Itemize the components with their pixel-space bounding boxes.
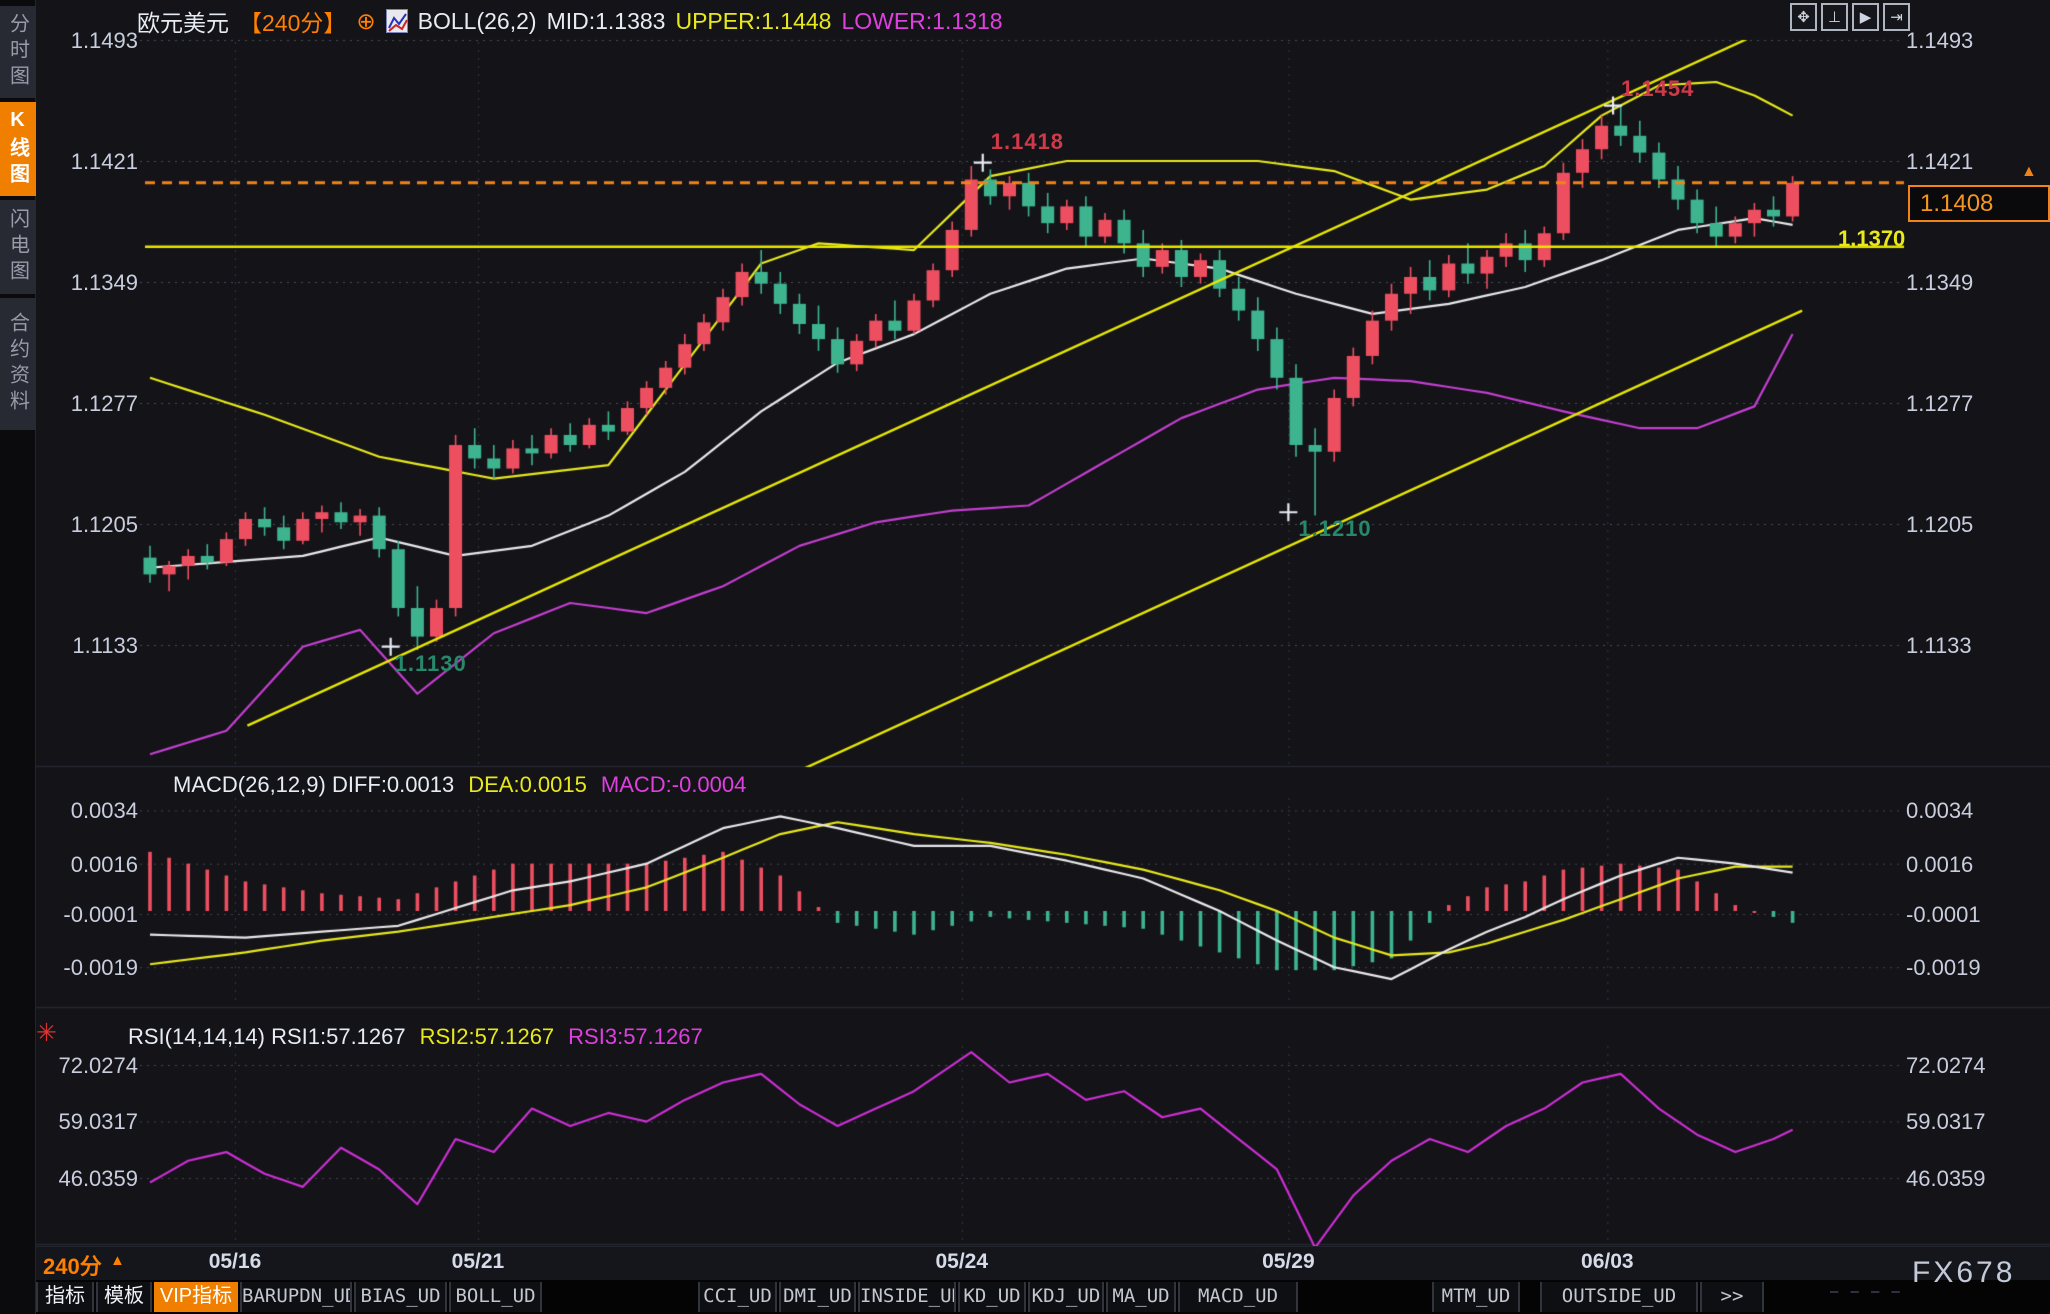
price-axis-label-right-3: 1.1277 (1906, 391, 1974, 416)
rsi-axis-label-left-0: 72.0274 (58, 1053, 138, 1078)
price-axis-label-left-5: 1.1133 (72, 633, 138, 658)
circle-plus-icon[interactable]: ⊕ (356, 7, 376, 34)
boll-label: BOLL(26,2) (417, 7, 537, 34)
price-axis-label-right-1: 1.1421 (1906, 149, 1974, 174)
bottom-tab-MACDUD[interactable]: MACD_UD (1178, 1282, 1298, 1312)
rsi1-label: RSI(14,14,14) RSI1:57.1267 (128, 1024, 406, 1049)
bottom-tab-INSIDEUD[interactable]: INSIDE_UD (858, 1282, 956, 1312)
rsi2-label: RSI2:57.1267 (419, 1024, 555, 1049)
detach-window-icon[interactable]: ⇥ (1883, 3, 1910, 31)
bottom-tab-VIP[interactable]: VIP指标 (154, 1282, 238, 1312)
date-axis-row (36, 1246, 2050, 1280)
interval-up-arrow-icon[interactable]: ▲ (110, 1252, 125, 1269)
rsi-axis-label-left-2: 46.0359 (58, 1165, 138, 1191)
price-axis-label-left-2: 1.1349 (70, 270, 138, 295)
price-annotation-1.1418: 1.1418 (990, 128, 1065, 154)
sidebar-item-1[interactable]: 分时图 (0, 6, 36, 98)
price-annotation-1.1210: 1.1210 (1298, 516, 1372, 542)
macd-axis-label-right-0: 0.0034 (1906, 798, 1974, 824)
macd-axis-label-right-2: -0.0001 (1906, 901, 1981, 927)
dash-decoration: – – – – (1830, 1283, 1904, 1300)
axis-play-icon[interactable]: ▶ (1852, 3, 1879, 31)
rsi-marker-icon[interactable]: ✳ (36, 1019, 57, 1047)
macd-axis-label-left-3: -0.0019 (63, 955, 138, 981)
interval-badge[interactable]: 【240分】 (239, 10, 347, 36)
indicator-tab-bar: 指标 模板 VIP指标 BARUPDN_UD BIAS_UD BOLL_UD CCI_UD D… (36, 1280, 2050, 1314)
bottom-tab-MTMUD[interactable]: MTM_UD (1432, 1282, 1520, 1312)
chart-header: 欧元美元 【240分】 ⊕ BOLL(26,2) MID:1.1383 UPPE… (137, 6, 1003, 37)
macd-pane-header: MACD(26,12,9) DIFF:0.0013 DEA:0.0015 MAC… (173, 772, 746, 798)
rsi-axis-label-right-1: 59.0317 (1906, 1109, 1986, 1135)
current-price-box: 1.1408 (1908, 185, 2050, 222)
bottom-tab-KDUD[interactable]: KD_UD (958, 1282, 1026, 1312)
x-axis-date-05-24: 05/24 (935, 1250, 989, 1273)
bottom-tab-OUTSIDEUD[interactable]: OUTSIDE_UD (1540, 1282, 1698, 1312)
macd-axis-label-left-2: -0.0001 (63, 901, 138, 927)
rsi-axis-label-left-1: 59.0317 (58, 1109, 138, 1135)
boll-mid-value: MID:1.1383 (546, 7, 666, 34)
price-up-arrow-icon: ▲ (2021, 163, 2037, 180)
left-sidebar: 分时图 K线图闪电图合约资料 (0, 0, 36, 1314)
rsi-axis-label-right-0: 72.0274 (1906, 1053, 1986, 1078)
price-axis-label-left-1: 1.1421 (70, 149, 138, 174)
price-axis-label-right-4: 1.1205 (1906, 512, 1974, 537)
boll-upper-value: UPPER:1.1448 (675, 7, 832, 34)
bottom-tab->>[interactable]: >> (1700, 1282, 1764, 1312)
sidebar-item-4[interactable]: 合约资料 (0, 298, 36, 430)
x-axis-date-05-16: 05/16 (208, 1250, 262, 1273)
horizontal-line-price-label: 1.1370 (1838, 226, 1906, 251)
rsi3-label: RSI3:57.1267 (568, 1024, 703, 1049)
rsi-axis-label-right-2: 46.0359 (1906, 1165, 1986, 1191)
price-axis-label-right-2: 1.1349 (1906, 270, 1974, 295)
brand-watermark: FX678 (1912, 1256, 2016, 1289)
macd-axis-label-left-1: 0.0016 (70, 851, 138, 877)
price-axis-label-left-3: 1.1277 (70, 391, 138, 416)
bottom-tab-BIASUD[interactable]: BIAS_UD (354, 1282, 447, 1312)
macd-axis-label-right-1: 0.0016 (1906, 851, 1974, 877)
price-annotation-1.1130: 1.1130 (394, 650, 467, 676)
price-axis-label-left-0: 1.1493 (70, 28, 138, 53)
bottom-tab-CCIUD[interactable]: CCI_UD (698, 1282, 777, 1312)
bottom-tab-KDJUD[interactable]: KDJ_UD (1028, 1282, 1104, 1312)
x-axis-date-05-29: 05/29 (1262, 1250, 1315, 1273)
price-axis-label-left-4: 1.1205 (70, 512, 138, 537)
macd-axis-label-right-3: -0.0019 (1906, 955, 1981, 981)
axis-scale-icon[interactable]: ⊥ (1821, 3, 1848, 31)
bottom-tab-DMIUD[interactable]: DMI_UD (779, 1282, 856, 1312)
macd-diff-label: MACD(26,12,9) DIFF:0.0013 (173, 772, 455, 797)
bottom-tab-[interactable]: 模板 (96, 1282, 152, 1312)
interval-footer-label[interactable]: 240分 (43, 1254, 102, 1279)
sidebar-item-3[interactable]: 闪电图 (0, 200, 36, 294)
bottom-tab-MAUD[interactable]: MA_UD (1106, 1282, 1176, 1312)
bottom-tab-BARUPDNUD[interactable]: BARUPDN_UD (240, 1282, 352, 1312)
sidebar-item-2[interactable]: K线图 (0, 102, 36, 196)
bottom-tab-[interactable]: 指标 (36, 1282, 94, 1312)
rsi-pane-header: RSI(14,14,14) RSI1:57.1267 RSI2:57.1267 … (128, 1024, 703, 1050)
macd-value-label: MACD:-0.0004 (600, 772, 747, 797)
bottom-tab-BOLLUD[interactable]: BOLL_UD (449, 1282, 542, 1312)
price-axis-label-right-0: 1.1493 (1906, 28, 1974, 53)
x-axis-date-05-21: 05/21 (451, 1250, 505, 1273)
move-tool-icon[interactable]: ✥ (1790, 3, 1817, 31)
price-annotation-1.1454: 1.1454 (1621, 75, 1695, 101)
x-axis-date-06-03: 06/03 (1581, 1250, 1634, 1273)
chart-style-icon[interactable] (385, 9, 408, 33)
macd-dea-label: DEA:0.0015 (468, 772, 587, 797)
boll-lower-value: LOWER:1.1318 (841, 7, 1003, 34)
symbol-title: 欧元美元 (137, 10, 229, 36)
macd-axis-label-left-0: 0.0034 (70, 798, 138, 824)
price-axis-label-right-5: 1.1133 (1906, 633, 1972, 658)
